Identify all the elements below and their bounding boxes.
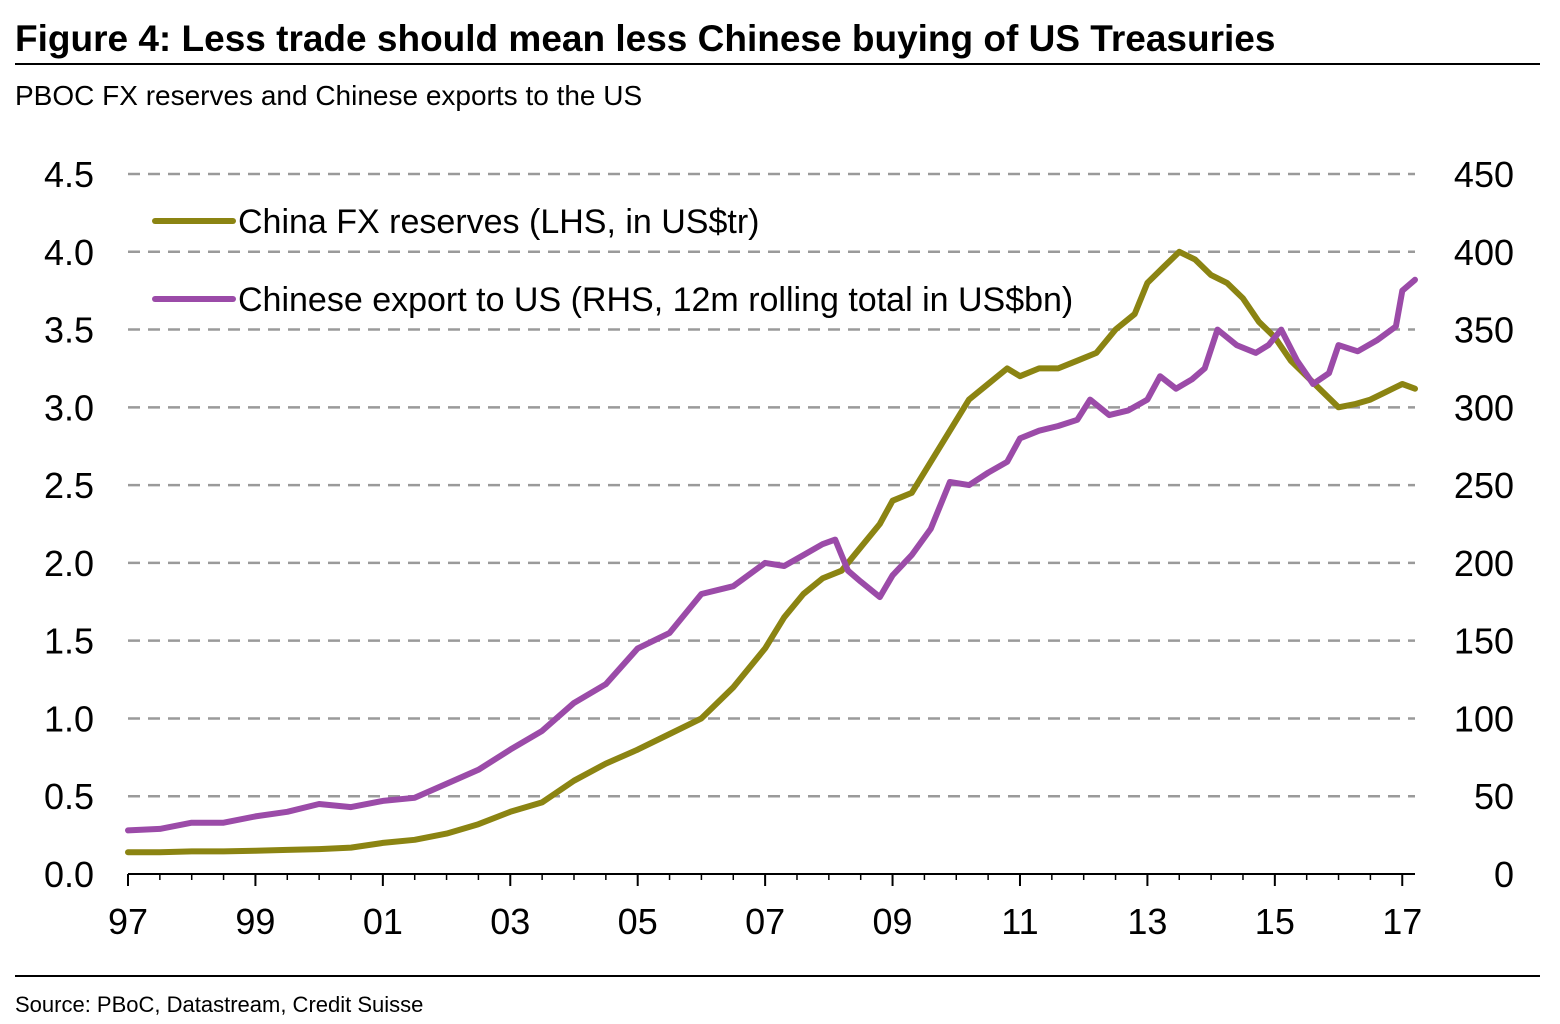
y-right-tick-label: 50 (1474, 776, 1514, 817)
x-tick-label: 11 (1001, 901, 1038, 942)
y-left-tick-label: 3.0 (44, 387, 94, 428)
y-right-tick-label: 350 (1454, 310, 1514, 351)
y-left-tick-label: 1.5 (44, 621, 94, 662)
x-tick-label: 15 (1255, 901, 1295, 942)
y-right-tick-label: 0 (1494, 854, 1514, 895)
axes: 0.00.51.01.52.02.53.03.54.04.50501001502… (44, 154, 1514, 942)
y-left-tick-label: 1.0 (44, 698, 94, 739)
x-tick-label: 09 (873, 901, 913, 942)
chart-subtitle: PBOC FX reserves and Chinese exports to … (15, 80, 643, 111)
y-right-tick-label: 300 (1454, 387, 1514, 428)
y-left-tick-label: 0.0 (44, 854, 94, 895)
x-tick-label: 03 (490, 901, 530, 942)
y-left-tick-label: 3.5 (44, 310, 94, 351)
legend: China FX reserves (LHS, in US$tr) Chinese… (152, 203, 1073, 319)
x-tick-label: 05 (618, 901, 658, 942)
source-note: Source: PBoC, Datastream, Credit Suisse (15, 992, 424, 1017)
legend-item-fx-reserves-label: China FX reserves (LHS, in US$tr) (238, 203, 760, 241)
y-right-tick-label: 100 (1454, 698, 1514, 739)
y-right-tick-label: 250 (1454, 465, 1514, 506)
y-left-tick-label: 0.5 (44, 776, 94, 817)
y-right-tick-label: 400 (1454, 232, 1514, 273)
series-line-exports-to-us (125, 276, 1418, 834)
gridlines (128, 172, 1415, 798)
footer-divider (15, 975, 1540, 977)
y-left-tick-label: 2.0 (44, 543, 94, 584)
chart-title: Figure 4: Less trade should mean less Ch… (15, 18, 1276, 59)
legend-item-exports-to-us-label: Chinese export to US (RHS, 12m rolling t… (238, 281, 1073, 319)
x-tick-label: 07 (745, 901, 785, 942)
x-tick-label: 99 (235, 901, 275, 942)
y-right-tick-label: 200 (1454, 543, 1514, 584)
x-tick-label: 13 (1127, 901, 1167, 942)
y-right-tick-label: 450 (1454, 154, 1514, 195)
y-left-tick-label: 4.0 (44, 232, 94, 273)
title-divider (15, 63, 1540, 65)
x-tick-label: 97 (108, 901, 148, 942)
x-tick-label: 01 (363, 901, 403, 942)
series-line-fx-reserves (125, 248, 1418, 856)
series-lines (125, 248, 1418, 856)
y-left-tick-label: 4.5 (44, 154, 94, 195)
y-left-tick-label: 2.5 (44, 465, 94, 506)
x-tick-label: 17 (1382, 901, 1422, 942)
y-right-tick-label: 150 (1454, 621, 1514, 662)
